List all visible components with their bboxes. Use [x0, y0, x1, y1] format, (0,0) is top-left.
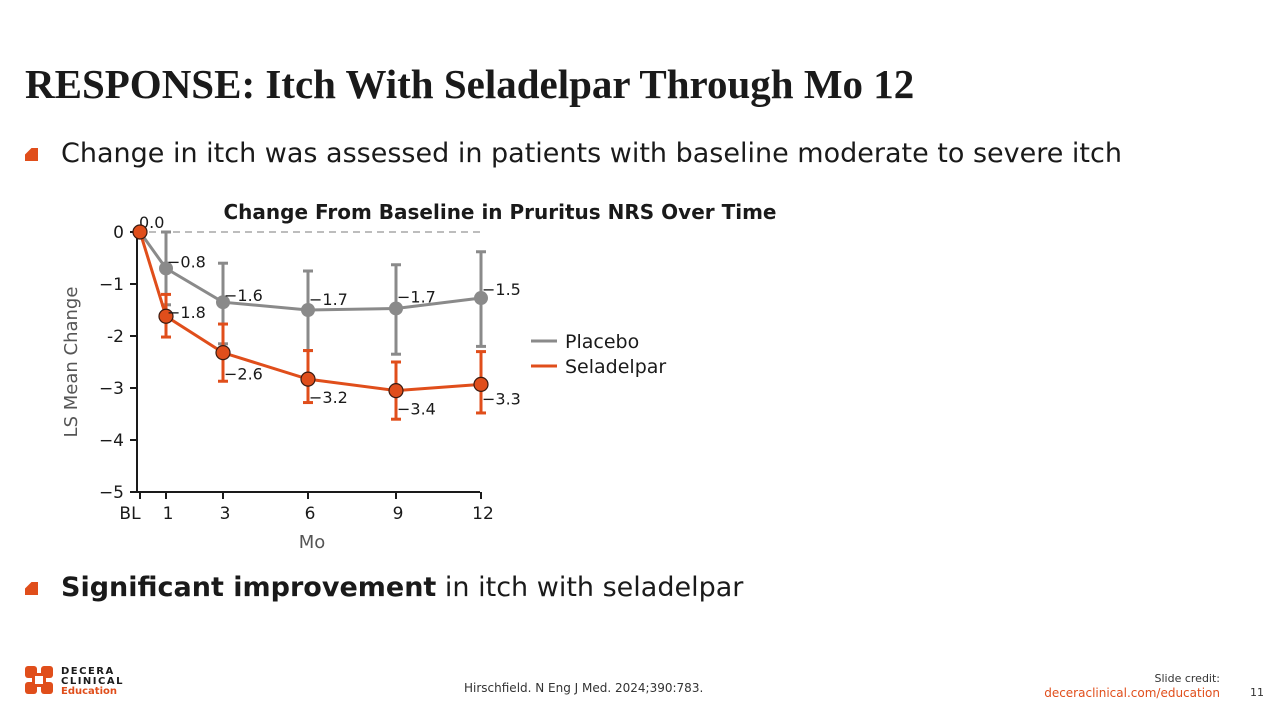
x-tick-label: BL — [119, 504, 141, 524]
logo-line-education: Education — [61, 686, 117, 697]
placebo-data-point — [301, 303, 315, 317]
slide-title: RESPONSE: Itch With Seladelpar Through M… — [25, 61, 915, 107]
placebo-value-label: −0.8 — [167, 252, 206, 271]
seladelpar-data-point — [215, 345, 231, 361]
placebo-data-point — [216, 295, 230, 310]
bullet-marker-icon — [25, 582, 38, 595]
chart-title: Change From Baseline in Pruritus NRS Ove… — [223, 200, 776, 224]
y-tick-label: −5 — [99, 483, 124, 503]
slide-credit-label: Slide credit: — [1154, 672, 1221, 685]
bullet-marker-icon — [25, 148, 38, 161]
bullet-bold-text: Significant improvement — [61, 572, 437, 603]
seladelpar-value-label: −3.3 — [482, 389, 521, 408]
bullet-text: Significant improvement in itch with sel… — [61, 572, 744, 603]
x-tick-label: 9 — [393, 504, 404, 524]
x-tick-label: 6 — [305, 504, 316, 524]
reference-citation: Hirschfield. N Eng J Med. 2024;390:783. — [464, 681, 704, 695]
slide-credit-link[interactable]: deceraclinical.com/education — [1044, 686, 1220, 700]
page-number: 11 — [1250, 686, 1264, 699]
placebo-data-point — [389, 301, 403, 316]
seladelpar-data-point — [300, 371, 316, 387]
y-tick-label: -2 — [107, 327, 124, 347]
seladelpar-value-label: −3.4 — [397, 400, 436, 419]
placebo-value-label: −1.7 — [309, 290, 348, 309]
decera-logo: DECERA CLINICAL Education — [25, 666, 145, 698]
x-tick-label: 12 — [472, 504, 494, 524]
y-tick-label: −4 — [99, 431, 124, 451]
y-tick-label: 0 — [113, 223, 124, 243]
bullet-text: Change in itch was assessed in patients … — [61, 138, 1122, 169]
seladelpar-data-point — [473, 376, 489, 392]
seladelpar-value-label: −1.8 — [167, 303, 206, 322]
seladelpar-value-label: −3.2 — [309, 388, 348, 407]
x-axis-label: Mo — [299, 532, 326, 553]
seladelpar-series-line — [138, 231, 482, 393]
legend-label-seladelpar: Seladelpar — [565, 356, 666, 378]
decera-logo-icon — [25, 666, 53, 694]
y-tick-label: −3 — [99, 379, 124, 399]
placebo-series-line — [138, 231, 482, 312]
seladelpar-data-point — [388, 383, 404, 399]
seladelpar-value-label: −2.6 — [224, 365, 263, 384]
placebo-value-label: −1.6 — [224, 286, 263, 305]
placebo-data-point — [159, 261, 173, 276]
x-tick-label: 1 — [163, 504, 174, 524]
seladelpar-data-point — [158, 308, 174, 324]
legend-label-placebo: Placebo — [565, 331, 639, 353]
placebo-value-label: −1.5 — [482, 280, 521, 299]
placebo-value-label: −1.7 — [397, 287, 436, 306]
seladelpar-data-point — [132, 224, 148, 240]
placebo-data-point — [474, 291, 488, 306]
y-axis-label: LS Mean Change — [61, 287, 82, 438]
logo-line-decera: DECERA — [61, 666, 115, 677]
x-tick-label: 3 — [220, 504, 231, 524]
y-tick-label: −1 — [99, 275, 124, 295]
logo-line-clinical: CLINICAL — [61, 676, 124, 687]
